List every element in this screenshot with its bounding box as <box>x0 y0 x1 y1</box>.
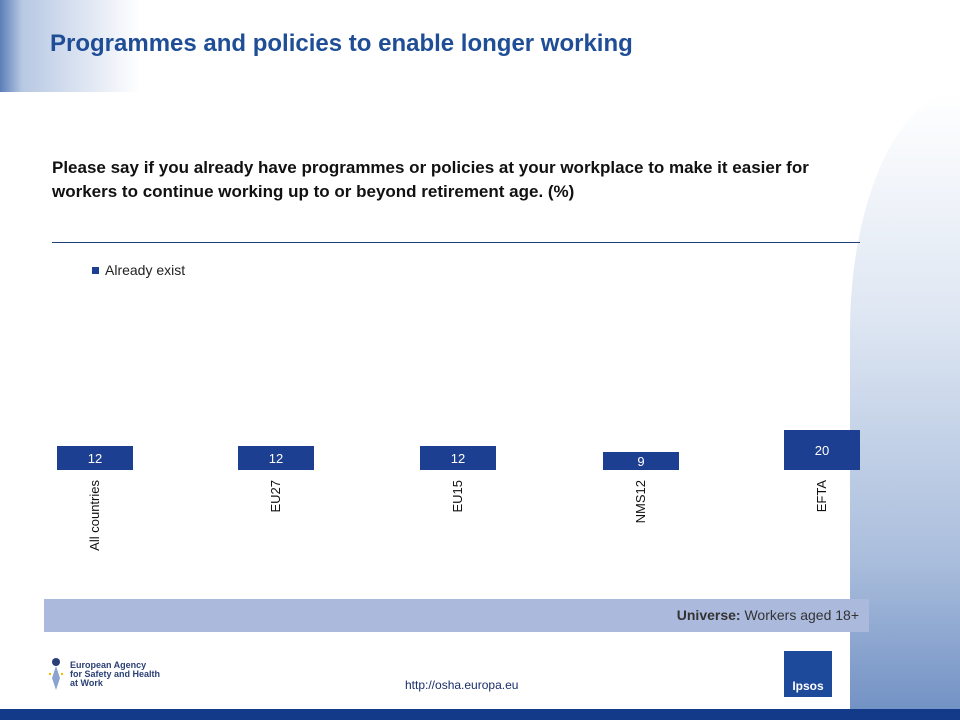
logo-line-1: European Agency <box>70 659 147 670</box>
data-label: 9 <box>637 454 644 469</box>
bottom-bar <box>0 709 960 720</box>
x-tick-label: EU15 <box>450 480 465 513</box>
logo-line-3: at Work <box>70 677 103 688</box>
bar-eu27 <box>238 446 314 470</box>
divider <box>52 242 860 243</box>
data-label: 12 <box>269 451 283 466</box>
page-title: Programmes and policies to enable longer… <box>50 30 633 57</box>
bar-nms12 <box>603 452 679 470</box>
eu-osha-logo-icon <box>48 658 64 690</box>
bar-efta <box>784 430 860 470</box>
data-label: 12 <box>451 451 465 466</box>
eu-osha-logo: European Agency for Safety and Health at… <box>46 656 180 692</box>
chart-legend: Already exist <box>92 262 185 278</box>
eu-osha-logo-text: European Agency for Safety and Health at… <box>70 659 180 688</box>
legend-swatch <box>92 266 99 274</box>
bar-all-countries <box>57 446 133 470</box>
universe-text: Universe: Workers aged 18+ <box>677 607 859 623</box>
x-tick-label: All countries <box>87 480 102 551</box>
data-label: 12 <box>88 451 102 466</box>
survey-question: Please say if you already have programme… <box>52 158 809 201</box>
x-tick-label: EU27 <box>268 480 283 513</box>
legend-label: Already exist <box>105 262 186 278</box>
universe-label: Universe: <box>676 607 741 623</box>
universe-value: Workers aged 18+ <box>744 607 859 623</box>
logo-line-2: for Safety and Health <box>70 668 161 679</box>
ipsos-logo: Ipsos <box>784 651 832 697</box>
bar-eu15 <box>420 446 496 470</box>
footer-url-link[interactable]: http://osha.europa.eu <box>405 678 519 692</box>
universe-bar: Universe: Workers aged 18+ <box>44 599 869 632</box>
x-tick-label: NMS12 <box>633 480 648 523</box>
data-label: 20 <box>815 443 829 458</box>
header-band <box>0 0 960 92</box>
x-tick-label: EFTA <box>814 480 829 513</box>
